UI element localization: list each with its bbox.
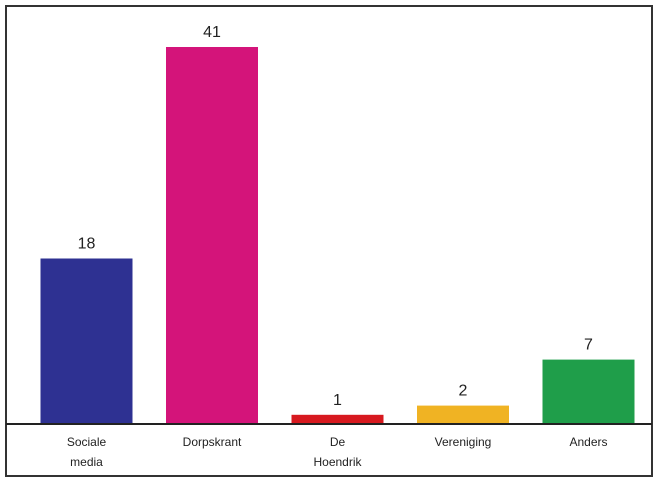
value-label-3: 2 <box>459 383 468 400</box>
bar-2 <box>291 414 384 424</box>
value-label-0: 18 <box>78 236 96 253</box>
value-label-2: 1 <box>333 392 342 409</box>
value-label-4: 7 <box>584 337 593 354</box>
value-label-1: 41 <box>203 24 221 41</box>
category-label-1: Dorpskrant <box>183 435 242 449</box>
bar-0 <box>40 258 133 424</box>
bars-group <box>40 47 635 424</box>
category-label-0-line-1: media <box>70 455 103 469</box>
bar-3 <box>417 405 509 424</box>
value-labels-group: 18 41 1 2 7 <box>78 24 593 409</box>
category-label-0-line-0: Sociale <box>67 435 107 449</box>
category-labels-group: Sociale media Dorpskrant De Hoendrik Verenigi… <box>67 435 608 469</box>
bar-1 <box>166 47 258 424</box>
category-label-4: Anders <box>569 435 607 449</box>
chart-frame <box>5 5 653 477</box>
category-label-2-line-0: De <box>330 435 346 449</box>
bar-4 <box>542 359 635 424</box>
category-label-3: Vereniging <box>435 435 492 449</box>
category-label-2-line-1: Hoendrik <box>313 455 362 469</box>
